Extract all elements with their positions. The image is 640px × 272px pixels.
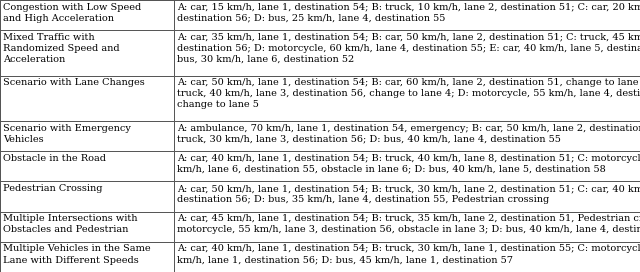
Bar <box>0 242 174 272</box>
Bar <box>0 0 174 30</box>
Text: A: car, 45 km/h, lane 1, destination 54; B: truck, 35 km/h, lane 2, destination : A: car, 45 km/h, lane 1, destination 54;… <box>177 214 640 234</box>
Bar <box>174 181 640 212</box>
Bar <box>0 76 174 121</box>
Text: A: car, 40 km/h, lane 1, destination 54; B: truck, 30 km/h, lane 1, destination : A: car, 40 km/h, lane 1, destination 54;… <box>177 245 640 265</box>
Text: A: ambulance, 70 km/h, lane 1, destination 54, emergency; B: car, 50 km/h, lane : A: ambulance, 70 km/h, lane 1, destinati… <box>177 123 640 144</box>
Bar <box>0 151 174 181</box>
Text: Congestion with Low Speed
and High Acceleration: Congestion with Low Speed and High Accel… <box>3 3 141 23</box>
Text: A: car, 50 km/h, lane 1, destination 54; B: truck, 30 km/h, lane 2, destination : A: car, 50 km/h, lane 1, destination 54;… <box>177 184 640 204</box>
Text: A: car, 50 km/h, lane 1, destination 54; B: car, 60 km/h, lane 2, destination 51: A: car, 50 km/h, lane 1, destination 54;… <box>177 78 640 109</box>
Text: Mixed Traffic with
Randomized Speed and
Acceleration: Mixed Traffic with Randomized Speed and … <box>3 33 120 64</box>
Bar <box>174 0 640 30</box>
Bar <box>0 121 174 151</box>
Text: Scenario with Emergency
Vehicles: Scenario with Emergency Vehicles <box>3 123 131 144</box>
Bar <box>174 242 640 272</box>
Bar <box>174 151 640 181</box>
Bar <box>0 212 174 242</box>
Text: A: car, 40 km/h, lane 1, destination 54; B: truck, 40 km/h, lane 8, destination : A: car, 40 km/h, lane 1, destination 54;… <box>177 154 640 174</box>
Text: Multiple Vehicles in the Same
Lane with Different Speeds: Multiple Vehicles in the Same Lane with … <box>3 245 151 265</box>
Text: A: car, 15 km/h, lane 1, destination 54; B: truck, 10 km/h, lane 2, destination : A: car, 15 km/h, lane 1, destination 54;… <box>177 3 640 23</box>
Bar <box>174 30 640 76</box>
Bar <box>174 76 640 121</box>
Text: Pedestrian Crossing: Pedestrian Crossing <box>3 184 102 193</box>
Bar <box>174 121 640 151</box>
Text: A: car, 35 km/h, lane 1, destination 54; B: car, 50 km/h, lane 2, destination 51: A: car, 35 km/h, lane 1, destination 54;… <box>177 33 640 64</box>
Bar <box>174 212 640 242</box>
Text: Obstacle in the Road: Obstacle in the Road <box>3 154 106 163</box>
Text: Multiple Intersections with
Obstacles and Pedestrian: Multiple Intersections with Obstacles an… <box>3 214 138 234</box>
Bar <box>0 181 174 212</box>
Bar <box>0 30 174 76</box>
Text: Scenario with Lane Changes: Scenario with Lane Changes <box>3 78 145 87</box>
